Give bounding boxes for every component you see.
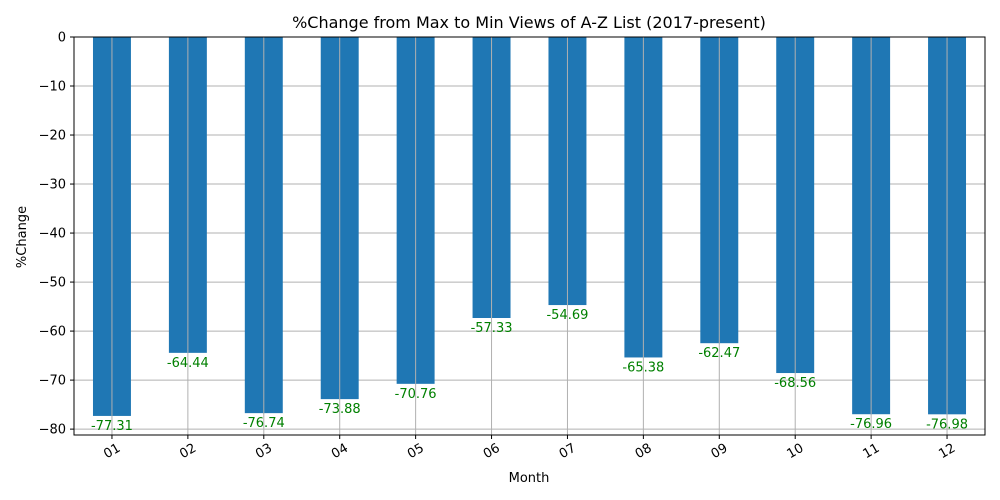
data-label-12: -76.98 (926, 417, 968, 432)
x-axis: 01 02 03 04 05 06 07 08 09 10 11 12 (101, 435, 958, 462)
data-label-11: -76.96 (850, 417, 892, 432)
y-tick-label: −30 (39, 178, 66, 193)
y-tick-label: −10 (39, 80, 66, 95)
y-tick-label: 0 (58, 31, 66, 46)
data-label-06: -57.33 (471, 321, 513, 336)
data-label-05: -70.76 (395, 387, 437, 402)
x-tick-label: 08 (633, 441, 655, 462)
chart-title: %Change from Max to Min Views of A-Z Lis… (292, 13, 766, 32)
x-tick-label: 07 (557, 441, 579, 462)
plot-frame (73, 36, 986, 436)
x-tick-label: 10 (785, 441, 807, 462)
y-tick-label: −60 (39, 325, 66, 340)
x-tick-label: 11 (860, 441, 882, 462)
data-label-04: -73.88 (319, 402, 361, 417)
data-label-10: -68.56 (774, 376, 816, 391)
x-tick-label: 02 (177, 441, 199, 462)
y-tick-label: −40 (39, 227, 66, 242)
x-tick-label: 03 (253, 441, 275, 462)
data-label-01: -77.31 (91, 419, 133, 434)
x-axis-label: Month (509, 471, 550, 486)
y-tick-label: −50 (39, 276, 66, 291)
y-axis: 0 −10 −20 −30 −40 −50 −60 −70 −80 (39, 31, 74, 438)
y-tick-label: −70 (39, 374, 66, 389)
x-tick-label: 09 (709, 441, 731, 462)
data-label-02: -64.44 (167, 356, 209, 371)
data-label-03: -76.74 (243, 416, 285, 431)
x-tick-label: 04 (329, 441, 351, 462)
data-label-09: -62.47 (698, 346, 740, 361)
x-tick-label: 12 (936, 441, 958, 462)
x-tick-label: 05 (405, 441, 427, 462)
data-label-07: -54.69 (546, 308, 588, 323)
data-label-08: -65.38 (622, 360, 664, 375)
x-tick-label: 06 (481, 441, 503, 462)
y-axis-label: %Change (15, 206, 30, 268)
y-tick-label: −80 (39, 423, 66, 438)
x-tick-label: 01 (101, 441, 123, 462)
y-tick-label: −20 (39, 129, 66, 144)
data-labels: -77.31 -64.44 -76.74 -73.88 -70.76 -57.33 -54.… (91, 37, 968, 434)
